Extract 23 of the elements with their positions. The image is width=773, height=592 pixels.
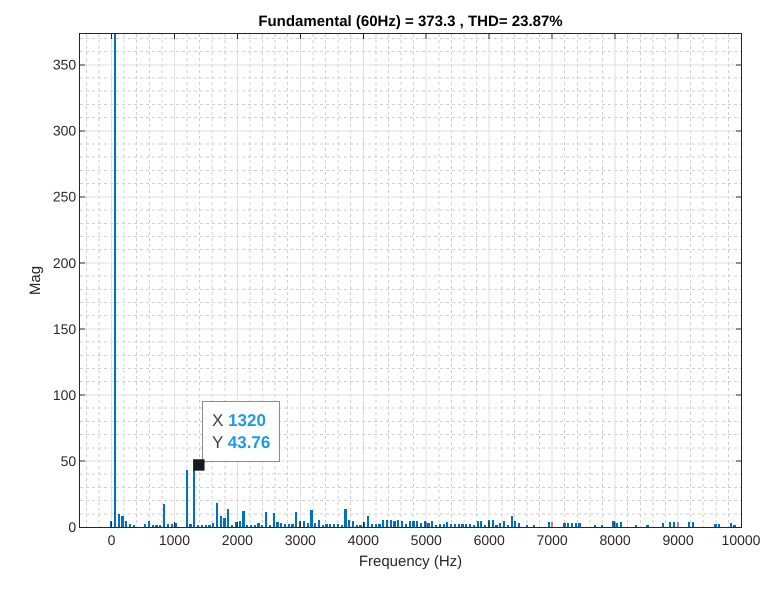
chart-title: Fundamental (60Hz) = 373.3 , THD= 23.87% — [258, 13, 563, 30]
annotation: X 1320 Y 43.76 — [212, 411, 270, 452]
x-axis-title: Frequency (Hz) — [358, 552, 462, 570]
x-tick-label: 10000 — [722, 532, 761, 548]
x-tick-label: 2000 — [222, 532, 254, 548]
y-tick-label: 150 — [52, 320, 76, 337]
x-tick-label: 0 — [108, 532, 116, 548]
y-tick-label: 300 — [52, 122, 76, 139]
x-tick-label: 5000 — [410, 532, 442, 548]
y-tick-label: 0 — [68, 518, 76, 535]
y-tick-label: 100 — [52, 386, 76, 403]
y-axis-title: Mag — [27, 266, 44, 296]
x-tick-label: 7000 — [536, 532, 568, 548]
x-tick-label: 9000 — [662, 532, 694, 548]
x-tick-label: 1000 — [158, 532, 190, 548]
x-tick-label: 6000 — [474, 532, 505, 548]
y-tick-label: 200 — [52, 254, 76, 271]
y-tick-label: 350 — [52, 56, 76, 73]
y-tick-label: 50 — [60, 452, 76, 469]
x-tick-label: 8000 — [600, 532, 631, 548]
y-tick-label: 250 — [52, 188, 76, 205]
x-tick-label: 3000 — [284, 532, 316, 548]
x-tick-label: 4000 — [348, 532, 380, 548]
